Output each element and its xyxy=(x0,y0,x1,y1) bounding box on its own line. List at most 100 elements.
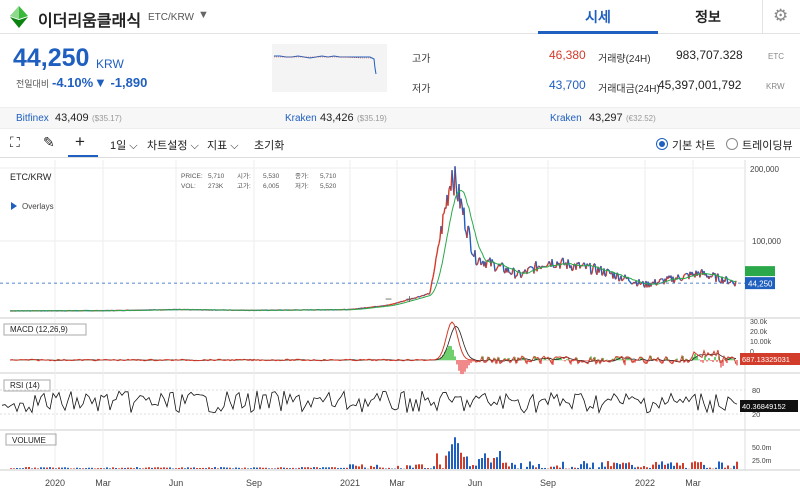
volume-bar xyxy=(382,467,384,469)
volume-bar xyxy=(682,463,684,469)
rsi-label-box xyxy=(3,379,51,392)
price-line-segment xyxy=(425,293,428,296)
gear-icon[interactable]: ⚙ xyxy=(773,6,789,25)
price-line-segment xyxy=(548,261,551,264)
volume-bar xyxy=(460,452,462,469)
volume-bar xyxy=(658,464,660,469)
price-line-segment xyxy=(437,243,440,248)
price-line-segment xyxy=(533,264,536,274)
volume-bar xyxy=(271,468,273,469)
price-line-segment xyxy=(636,284,639,287)
volume-bar xyxy=(667,463,669,469)
price-line-segment xyxy=(429,287,432,293)
basic-chart-radio[interactable] xyxy=(656,138,668,150)
macd-histogram-bar xyxy=(722,360,724,366)
volume-bar xyxy=(178,467,180,469)
price-line-segment xyxy=(679,278,682,281)
volume-bar xyxy=(448,451,450,469)
volume-bar xyxy=(484,453,486,469)
volume-bar xyxy=(310,467,312,469)
chart-settings-menu[interactable]: 차트설정 ⌵ xyxy=(147,137,199,153)
volume-bar xyxy=(544,467,546,469)
macd-label: MACD (12,26,9) xyxy=(10,325,68,334)
macd-histogram-bar xyxy=(656,360,658,362)
volume-bar xyxy=(37,468,39,469)
price-line-segment xyxy=(545,265,548,268)
volume-bar xyxy=(121,467,123,469)
price-line-segment xyxy=(401,300,404,303)
macd-histogram-bar xyxy=(494,358,496,361)
volume-bar xyxy=(736,461,738,469)
exchange-name[interactable]: Bitfinex xyxy=(16,113,49,124)
volume-bar xyxy=(286,467,288,469)
rsi-axis-label: 20 xyxy=(752,410,760,419)
volume-bar xyxy=(298,467,300,469)
volume-bar xyxy=(421,464,423,469)
volume-bar xyxy=(316,467,318,469)
price-line-segment xyxy=(495,268,498,271)
volume-bar xyxy=(655,461,657,469)
ma-price-tag xyxy=(745,266,775,277)
volume-bar xyxy=(238,467,240,469)
volume-bar xyxy=(64,467,66,469)
volume-bar xyxy=(451,444,453,469)
volume-bar xyxy=(715,467,717,469)
tradingview-radio[interactable] xyxy=(726,138,738,150)
price-unit: KRW xyxy=(96,57,124,71)
chart-symbol: ETC/KRW xyxy=(10,172,52,182)
volume-bar xyxy=(268,468,270,469)
volume-bar xyxy=(352,464,354,469)
volume-bar xyxy=(133,468,135,469)
price-line-segment xyxy=(451,170,454,184)
volume-axis-label: 25.0m xyxy=(752,458,772,465)
price-line-segment xyxy=(520,275,523,279)
tab-price[interactable]: 시세 xyxy=(538,0,658,34)
macd-histogram-bar xyxy=(624,360,626,366)
volume-bar xyxy=(559,467,561,469)
change-amount: ▼ -1,890 xyxy=(94,75,148,90)
volume-bar xyxy=(727,465,729,469)
low-value: 43,700 xyxy=(549,78,586,92)
macd-histogram-bar xyxy=(716,360,718,362)
volume-bar xyxy=(586,463,588,469)
ohlc-value: 5,520 xyxy=(320,183,337,190)
interval-select[interactable]: 1일 ⌵ xyxy=(110,137,138,153)
volume-bar xyxy=(361,464,363,469)
exchange-name[interactable]: Kraken xyxy=(285,113,317,124)
price-line-segment xyxy=(404,299,407,302)
price-line-segment xyxy=(434,258,437,267)
price-line-segment xyxy=(431,277,434,282)
volume-bar xyxy=(619,464,621,469)
volume-bar xyxy=(529,461,531,469)
indicators-menu[interactable]: 지표 ⌵ xyxy=(207,137,239,153)
reset-button[interactable]: 초기화 xyxy=(254,140,285,152)
price-chart[interactable]: 2020 Mar Jun Sep 2021 Mar Jun Sep 2022 Mar 200,000… xyxy=(0,160,800,495)
price-line-segment xyxy=(399,300,402,303)
price-line-segment xyxy=(441,214,444,234)
fullscreen-icon[interactable]: ⛶ xyxy=(10,134,20,150)
tab-info[interactable]: 정보 xyxy=(695,9,721,25)
volume-bar xyxy=(319,468,321,469)
rsi-line xyxy=(1,390,738,414)
pencil-icon[interactable]: ✎ xyxy=(43,134,55,150)
price-line-segment xyxy=(394,302,397,305)
volume-bar xyxy=(466,456,468,469)
volume-bar xyxy=(373,466,375,469)
volume-bar xyxy=(52,467,54,469)
volume-bar xyxy=(277,467,279,469)
volume-bar xyxy=(346,467,348,469)
price-line-segment xyxy=(697,271,700,274)
volume-bar xyxy=(61,467,63,469)
macd-histogram-bar xyxy=(542,359,544,361)
price-line-segment xyxy=(419,295,422,298)
crosshair-icon[interactable]: + xyxy=(75,132,85,151)
price-line-segment xyxy=(469,235,472,252)
volume-bar xyxy=(733,465,735,469)
exchange-name[interactable]: Kraken xyxy=(550,113,582,124)
macd-histogram-bar xyxy=(614,359,616,361)
volume-bar xyxy=(202,467,204,469)
volume-bar xyxy=(520,463,522,469)
coin-dropdown-icon[interactable]: ▼ xyxy=(198,9,209,21)
macd-histogram-bar xyxy=(564,360,566,362)
price-line-segment xyxy=(477,257,480,263)
